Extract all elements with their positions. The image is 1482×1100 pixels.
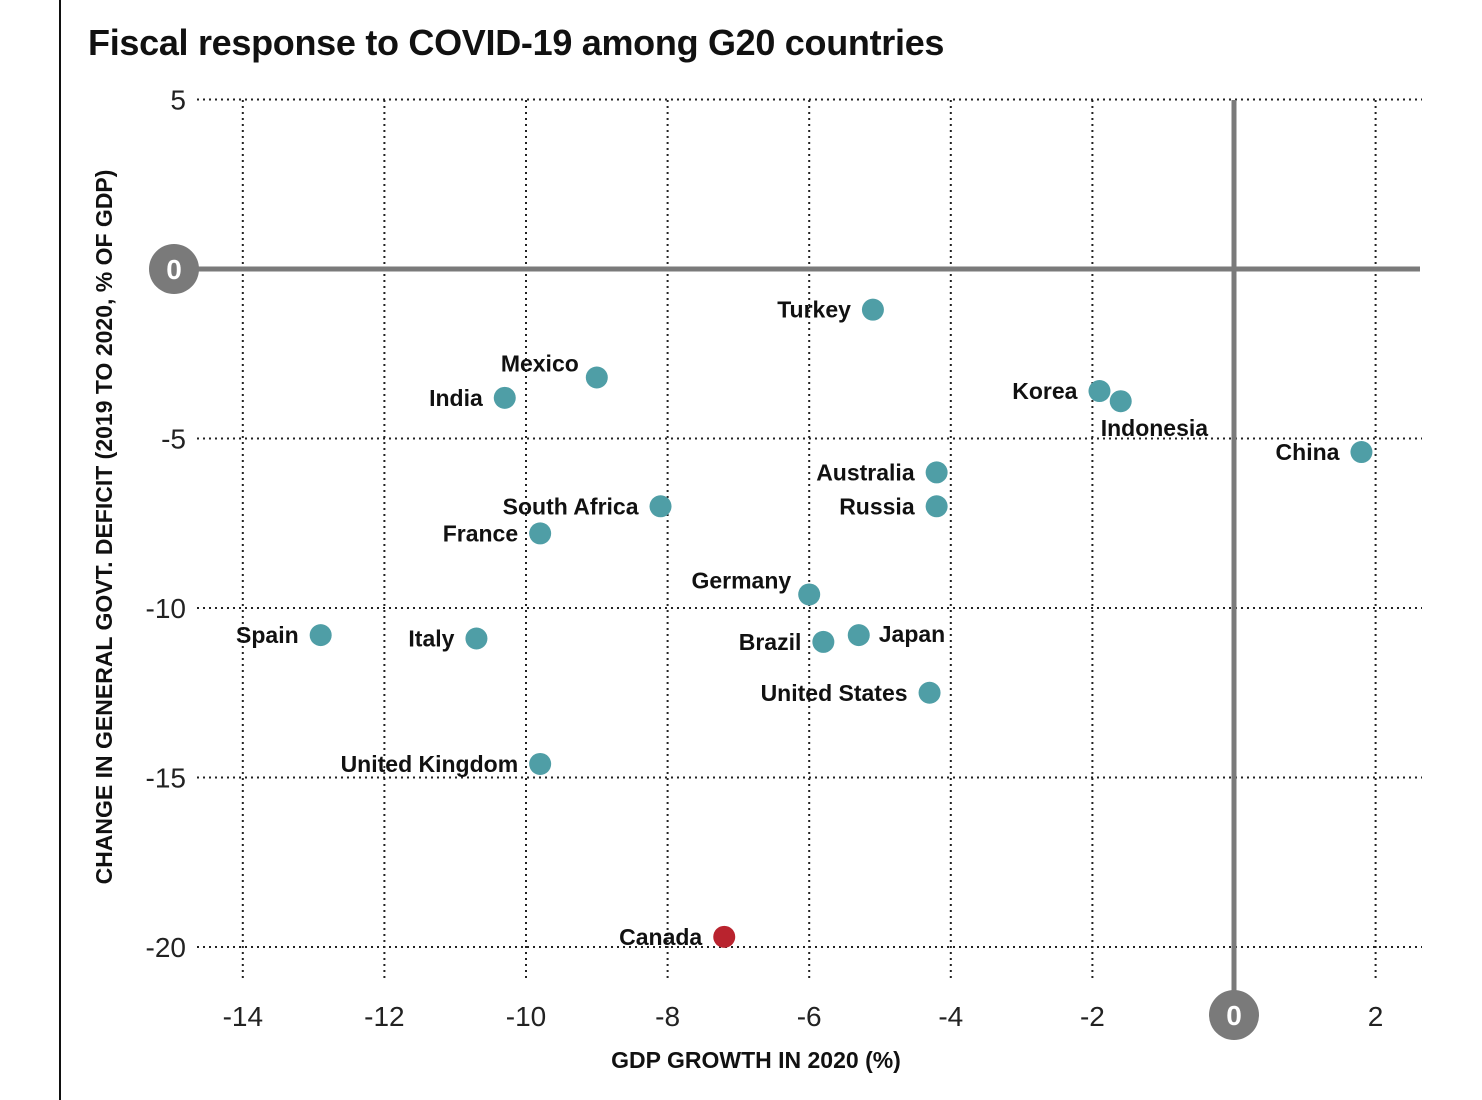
point-russia	[925, 495, 948, 518]
point-label: Canada	[619, 924, 702, 950]
zero-lines	[175, 100, 1420, 1014]
point-label: China	[1276, 439, 1340, 465]
data-points	[309, 298, 1373, 948]
x-tick-label: 2	[1368, 1001, 1384, 1032]
x-tick-label: -14	[223, 1001, 263, 1032]
point-canada	[713, 925, 736, 948]
point-south-africa	[649, 495, 672, 518]
x-axis-label: GDP GROWTH IN 2020 (%)	[611, 1047, 901, 1073]
point-united-states	[918, 681, 941, 704]
x-tick-label: -10	[506, 1001, 546, 1032]
point-spain	[309, 624, 332, 647]
y-tick-label: -5	[161, 424, 186, 455]
point-label: Brazil	[739, 629, 802, 655]
point-label: Australia	[816, 459, 915, 485]
point-germany	[798, 583, 821, 606]
y-tick-labels: 5 0 -5 -10 -15 -20	[146, 85, 199, 963]
point-label: Japan	[879, 621, 945, 647]
y-axis-label: CHANGE IN GENERAL GOVT. DEFICIT (2019 TO…	[91, 170, 117, 885]
point-labels: Turkey Mexico India Korea Indonesia China Aust…	[236, 297, 1340, 950]
y-tick-label: -10	[146, 593, 186, 624]
y-tick-label: -20	[146, 932, 186, 963]
x-zero-badge	[1209, 990, 1259, 1040]
x-tick-label: 0	[1226, 1000, 1242, 1031]
point-italy	[465, 627, 488, 650]
point-turkey	[861, 298, 884, 321]
point-label: Indonesia	[1101, 415, 1209, 441]
point-label: Italy	[408, 626, 454, 652]
point-label: Turkey	[777, 297, 851, 323]
point-korea	[1088, 380, 1111, 403]
point-france	[529, 522, 552, 545]
x-tick-label: -8	[655, 1001, 680, 1032]
point-label: United Kingdom	[341, 751, 519, 777]
x-tick-label: -2	[1080, 1001, 1105, 1032]
point-label: India	[429, 385, 483, 411]
point-mexico	[585, 366, 608, 389]
point-label: South Africa	[503, 493, 639, 519]
point-label: Germany	[691, 567, 791, 593]
point-brazil	[812, 630, 835, 653]
point-label: Spain	[236, 622, 299, 648]
chart-title: Fiscal response to COVID-19 among G20 co…	[88, 22, 945, 63]
x-tick-labels: -14 -12 -10 -8 -6 -4 -2 0 2	[223, 990, 1384, 1040]
point-label: Korea	[1012, 378, 1077, 404]
point-label: Mexico	[501, 350, 579, 376]
y-zero-badge	[149, 244, 199, 294]
point-china	[1350, 441, 1373, 464]
point-australia	[925, 461, 948, 484]
point-label: United States	[761, 680, 908, 706]
x-tick-label: -4	[938, 1001, 963, 1032]
x-tick-label: -12	[364, 1001, 404, 1032]
gridlines	[197, 98, 1422, 980]
point-united-kingdom	[529, 752, 552, 775]
point-label: Russia	[839, 493, 915, 519]
point-label: France	[443, 520, 518, 546]
point-india	[493, 386, 516, 409]
point-japan	[847, 624, 870, 647]
x-tick-label: -6	[797, 1001, 822, 1032]
point-indonesia	[1109, 390, 1132, 413]
y-tick-label: 0	[166, 254, 182, 285]
y-tick-label: 5	[170, 85, 186, 116]
page-left-border	[59, 0, 61, 1100]
y-tick-label: -15	[146, 763, 186, 794]
